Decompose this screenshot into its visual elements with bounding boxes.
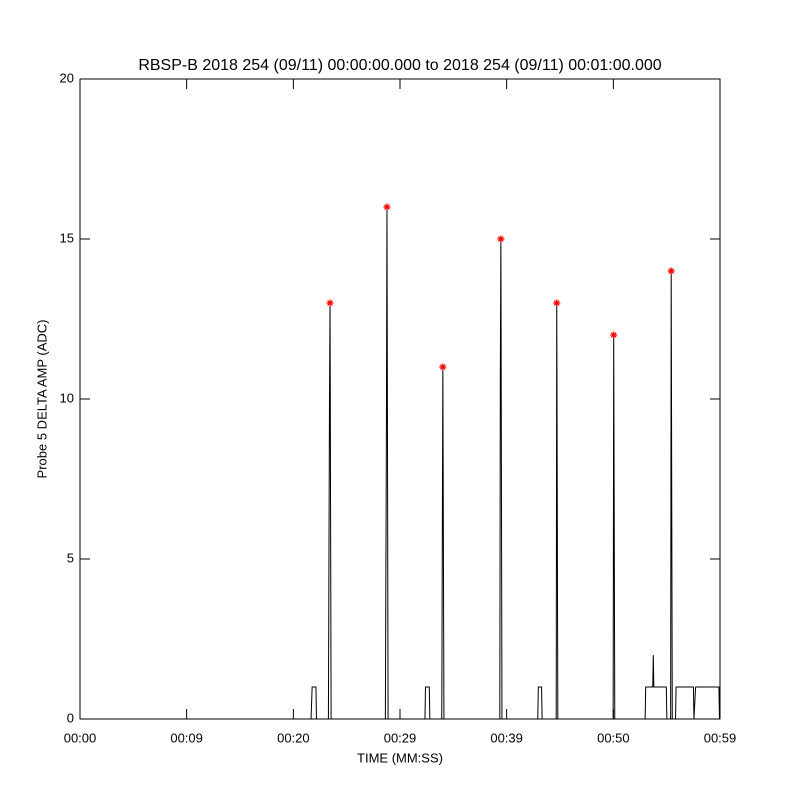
y-tick-label: 15 xyxy=(60,230,74,245)
x-tick-label: 00:20 xyxy=(277,730,310,745)
x-tick-label: 00:50 xyxy=(597,730,630,745)
x-axis-label: TIME (MM:SS) xyxy=(357,750,443,765)
y-tick-label: 0 xyxy=(67,710,74,725)
data-line xyxy=(80,206,720,720)
y-axis-label: Probe 5 DELTA AMP (ADC) xyxy=(34,320,49,479)
peak-marker xyxy=(383,203,391,211)
peak-marker xyxy=(497,235,505,243)
x-tick-label: 00:59 xyxy=(704,730,737,745)
x-tick-label: 00:39 xyxy=(490,730,523,745)
y-tick-label: 10 xyxy=(60,390,74,405)
peak-marker xyxy=(610,331,618,339)
peak-marker xyxy=(439,363,447,371)
x-tick-label: 00:29 xyxy=(384,730,417,745)
y-tick-label: 20 xyxy=(60,70,74,85)
x-tick-label: 00:09 xyxy=(170,730,203,745)
peak-marker xyxy=(326,299,334,307)
x-tick-label: 00:00 xyxy=(64,730,97,745)
chart-title: RBSP-B 2018 254 (09/11) 00:00:00.000 to … xyxy=(138,57,661,74)
y-tick-label: 5 xyxy=(67,550,74,565)
peak-marker xyxy=(553,299,561,307)
peak-marker xyxy=(667,267,675,275)
